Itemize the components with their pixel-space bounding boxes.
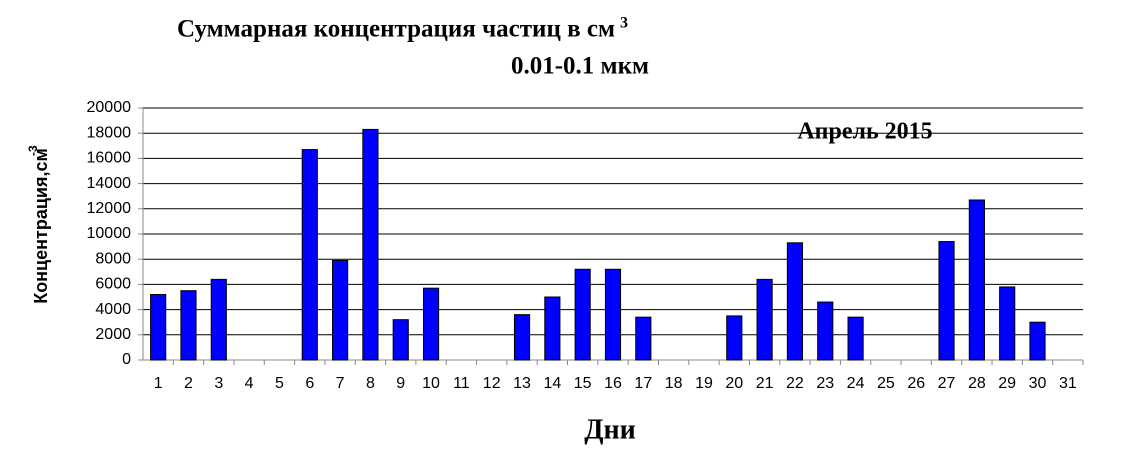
x-tick-label: 14	[543, 375, 561, 392]
x-tick-label: 7	[336, 375, 345, 392]
bar	[726, 315, 743, 361]
bar	[513, 314, 531, 361]
bar	[968, 199, 985, 361]
bar	[756, 278, 773, 361]
y-tick-label: 2000	[95, 326, 131, 343]
x-tick-label: 8	[366, 375, 375, 392]
x-tick-label: 18	[665, 375, 683, 392]
y-tick-label: 18000	[87, 124, 132, 141]
x-tick-label: 9	[396, 375, 405, 392]
bar	[938, 241, 955, 361]
bar	[817, 301, 834, 361]
x-tick-label: 24	[847, 375, 865, 392]
x-tick-label: 30	[1029, 375, 1047, 392]
y-tick-label: 10000	[87, 225, 132, 242]
title-superscript: 3	[620, 15, 628, 32]
y-tick-label: 14000	[87, 175, 132, 192]
bar	[210, 278, 227, 361]
bar	[786, 242, 804, 361]
bar	[544, 296, 561, 361]
x-tick-label: 12	[483, 375, 501, 392]
bar	[301, 149, 318, 361]
bar	[392, 319, 409, 361]
bar	[604, 268, 622, 361]
chart-subtitle: 0.01-0.1 мкм	[511, 53, 649, 80]
y-axis-label-superscript: -3	[26, 145, 40, 156]
x-tick-label: 10	[422, 375, 440, 392]
x-tick-label: 28	[968, 375, 986, 392]
x-tick-label: 19	[695, 375, 713, 392]
x-tick-label: 27	[938, 375, 956, 392]
bar	[847, 316, 864, 361]
x-tick-label: 16	[604, 375, 622, 392]
y-tick-label: 20000	[87, 99, 132, 116]
x-tick-label: 3	[214, 375, 223, 392]
x-tick-label: 29	[998, 375, 1016, 392]
y-tick-label: 6000	[95, 276, 131, 293]
bar	[150, 293, 167, 361]
bar	[999, 286, 1016, 361]
y-tick-label: 16000	[87, 150, 132, 167]
y-tick-label: 4000	[95, 301, 131, 318]
y-tick-label: 12000	[87, 200, 132, 217]
x-tick-label: 26	[907, 375, 925, 392]
x-tick-label: 5	[275, 375, 284, 392]
x-tick-label: 6	[305, 375, 314, 392]
x-tick-label: 21	[756, 375, 774, 392]
x-tick-label: 13	[513, 375, 531, 392]
x-tick-label: 23	[816, 375, 834, 392]
x-tick-label: 31	[1059, 375, 1077, 392]
y-axis-label: Концентрация,см	[31, 148, 51, 304]
x-tick-label: 17	[634, 375, 652, 392]
x-tick-label: 15	[574, 375, 592, 392]
x-axis-label: Дни	[584, 414, 636, 445]
annotation: Апрель 2015	[797, 119, 932, 145]
x-tick-label: 11	[453, 375, 470, 392]
x-tick-label: 25	[877, 375, 895, 392]
bar	[574, 268, 591, 361]
bar	[635, 316, 652, 361]
x-tick-label: 20	[725, 375, 743, 392]
y-tick-label: 8000	[95, 250, 131, 267]
bar	[180, 290, 197, 361]
bar	[1029, 321, 1046, 361]
bar	[422, 287, 440, 361]
x-tick-label: 1	[154, 375, 163, 392]
x-tick-label: 22	[786, 375, 804, 392]
chart-title: Суммарная концентрация частиц в см	[177, 16, 615, 43]
y-tick-label: 0	[122, 351, 131, 368]
bar	[332, 259, 349, 361]
y-axis-label-group: Концентрация,см -3	[26, 145, 51, 304]
x-tick-label: 4	[245, 375, 254, 392]
x-tick-label: 2	[184, 375, 193, 392]
bar	[362, 128, 379, 361]
